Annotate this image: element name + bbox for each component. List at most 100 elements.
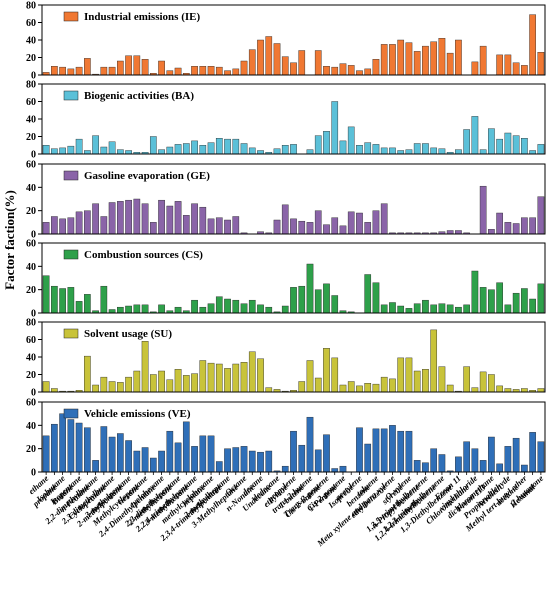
- y-tick-label: 20: [26, 132, 36, 143]
- bar: [100, 376, 108, 393]
- bar: [397, 305, 405, 314]
- bar: [215, 66, 223, 76]
- bar: [430, 304, 438, 314]
- bar: [273, 219, 281, 235]
- bar: [191, 66, 198, 76]
- bar: [314, 50, 322, 76]
- bar: [182, 375, 190, 393]
- bar: [84, 294, 91, 314]
- bar: [117, 433, 124, 473]
- bar: [100, 66, 108, 76]
- bar: [314, 210, 322, 235]
- bar: [314, 135, 322, 155]
- bar: [389, 425, 396, 473]
- bar: [51, 216, 58, 235]
- bar: [133, 198, 141, 235]
- bar: [529, 14, 536, 76]
- y-tick-label: 40: [26, 115, 36, 126]
- bar: [232, 363, 240, 393]
- bar: [100, 426, 108, 473]
- bar: [512, 437, 520, 473]
- bar: [248, 351, 256, 393]
- bar: [281, 465, 289, 473]
- bar: [306, 222, 314, 235]
- bar: [488, 229, 495, 235]
- panel-title: Vehicle emissions (VE): [84, 408, 191, 420]
- bar: [512, 292, 520, 314]
- bar: [149, 457, 157, 473]
- bar: [389, 302, 396, 314]
- bar: [125, 55, 132, 76]
- panel-title: Biogenic activities (BA): [84, 90, 194, 102]
- bar: [199, 145, 207, 155]
- bar: [215, 138, 223, 155]
- bar: [51, 388, 58, 393]
- bar: [207, 142, 215, 155]
- legend-swatch: [63, 249, 79, 260]
- bar: [84, 427, 91, 473]
- bar: [537, 283, 545, 314]
- bar: [537, 441, 545, 473]
- bar: [488, 374, 495, 393]
- bar: [521, 65, 528, 76]
- bar: [306, 416, 314, 473]
- bar: [471, 61, 479, 76]
- bar: [537, 196, 545, 235]
- bar: [479, 371, 487, 393]
- bar: [265, 450, 273, 473]
- bar: [314, 289, 322, 314]
- bar: [281, 145, 289, 155]
- y-tick-label: 0: [31, 468, 36, 479]
- bar: [339, 465, 347, 473]
- bar: [430, 147, 438, 155]
- bar: [59, 413, 66, 473]
- bar: [496, 54, 503, 76]
- bar: [389, 147, 396, 155]
- bar: [347, 126, 355, 155]
- bar: [438, 303, 446, 314]
- bar: [455, 149, 462, 155]
- legend-swatch: [63, 170, 79, 181]
- panel-title: Gasoline evaporation (GE): [84, 170, 210, 182]
- bar: [257, 150, 264, 155]
- bar: [117, 382, 124, 393]
- y-tick-label: 60: [26, 160, 36, 171]
- bar: [455, 306, 462, 314]
- bar: [207, 303, 215, 314]
- bar: [339, 225, 347, 235]
- bar: [521, 388, 528, 393]
- bar: [413, 460, 421, 473]
- bar: [455, 39, 462, 76]
- bar: [405, 42, 413, 76]
- bar: [488, 289, 495, 314]
- bar: [455, 456, 462, 473]
- bar: [67, 217, 75, 235]
- y-tick-label: 40: [26, 421, 36, 432]
- bar: [75, 422, 83, 473]
- bar: [488, 436, 495, 473]
- bar: [290, 62, 297, 76]
- bar: [504, 446, 512, 473]
- y-tick-label: 0: [31, 230, 36, 241]
- bar: [479, 45, 487, 76]
- bar: [389, 378, 396, 393]
- bar: [430, 41, 438, 76]
- bar: [257, 304, 264, 314]
- y-tick-label: 20: [26, 53, 36, 64]
- y-tick-label: 80: [26, 1, 36, 12]
- bar: [323, 131, 330, 155]
- bar: [364, 443, 372, 473]
- bar: [347, 211, 355, 235]
- bar: [422, 143, 429, 155]
- bar: [59, 288, 66, 314]
- bar: [207, 435, 215, 473]
- bar: [232, 299, 240, 314]
- bar: [100, 216, 108, 235]
- bar: [125, 199, 132, 235]
- bar: [504, 54, 512, 76]
- bar: [306, 263, 314, 314]
- bar: [380, 44, 388, 76]
- bar: [380, 376, 388, 393]
- bar: [413, 51, 421, 76]
- bar: [422, 45, 429, 76]
